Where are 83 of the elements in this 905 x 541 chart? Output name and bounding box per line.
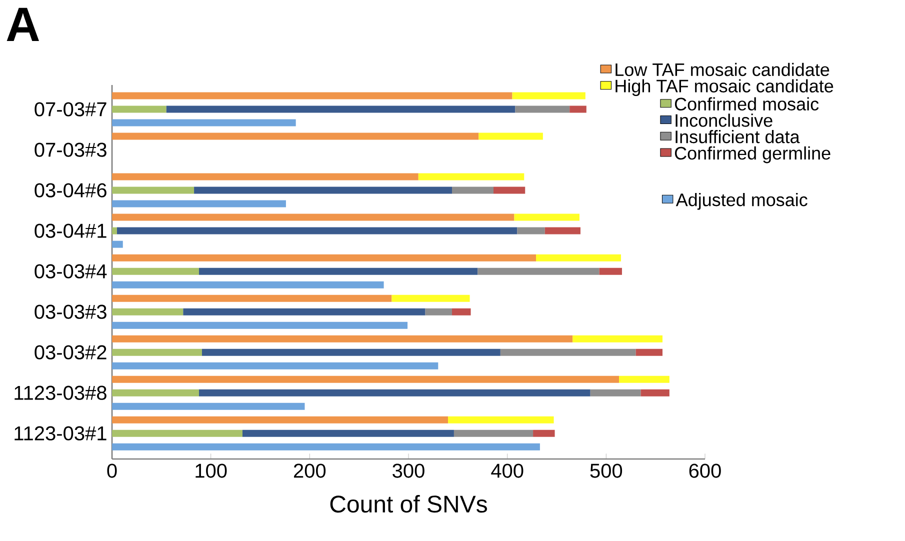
legend-label: High TAF mosaic candidate [616, 79, 834, 96]
bar [112, 254, 536, 262]
y-tick-label: 1123-03#8 [14, 386, 106, 400]
bar [392, 294, 470, 302]
bar [112, 443, 540, 450]
y-tick-label: 03-04#6 [34, 183, 106, 198]
bar [514, 214, 580, 221]
bar [478, 268, 600, 275]
legend-label: Confirmed mosaic [674, 97, 819, 110]
bar [112, 376, 620, 383]
bar [112, 92, 512, 100]
y-tick-label: 03-03#3 [34, 304, 106, 319]
x-tick-label: 300 [392, 464, 424, 478]
bar [512, 92, 586, 100]
x-tick-label: 0 [107, 464, 117, 478]
y-tick-label: 1123-03#1 [14, 426, 106, 440]
bar [242, 430, 454, 437]
bar [112, 268, 199, 275]
bar [570, 106, 586, 113]
bar [112, 132, 479, 140]
bar [112, 240, 123, 248]
x-tick-label: 100 [196, 464, 227, 478]
bar [166, 106, 516, 113]
bar [533, 430, 555, 437]
bar [454, 430, 534, 437]
legend-label: Insufficient data [676, 130, 800, 144]
bar [112, 416, 448, 424]
bar [500, 348, 636, 356]
bar [112, 322, 408, 329]
y-tick-label: 03-03#4 [34, 264, 107, 278]
bar [112, 335, 573, 342]
bar [452, 308, 471, 316]
y-tick-label: 07-03#7 [34, 102, 106, 116]
bar [112, 362, 438, 370]
x-tick-label: 200 [294, 464, 326, 478]
bar [116, 227, 518, 234]
bar [198, 389, 590, 396]
x-tick-label: 400 [491, 464, 524, 478]
x-tick-label: 500 [590, 464, 622, 478]
bar [599, 268, 622, 275]
bar [112, 119, 296, 126]
bar [112, 106, 166, 113]
y-tick-label: 03-04#1 [34, 224, 106, 238]
bar [112, 214, 514, 221]
bar [536, 254, 621, 262]
bar [517, 227, 545, 234]
bar [112, 186, 194, 194]
bar [452, 186, 494, 194]
x-axis-title: Count of SNVs [330, 495, 487, 513]
bar [478, 132, 543, 140]
bar [112, 430, 242, 437]
x-tick-label: 600 [689, 464, 721, 478]
bar [183, 308, 426, 316]
legend-label: Confirmed germline [674, 146, 830, 164]
bar [494, 186, 526, 194]
bar [418, 173, 524, 180]
bar [112, 308, 184, 316]
bar [640, 389, 670, 396]
bar [448, 416, 554, 424]
bar [112, 200, 286, 208]
bar [112, 348, 202, 356]
bar [572, 335, 662, 342]
y-tick-label: 03-03#2 [34, 345, 106, 360]
bar [112, 281, 384, 288]
bar [112, 402, 305, 410]
bar [425, 308, 452, 316]
bar [112, 389, 199, 396]
bar [202, 348, 500, 356]
bar [515, 106, 570, 113]
legend-label: Adjusted mosaic [676, 193, 808, 210]
chart-title: A [6, 8, 40, 41]
bar [194, 186, 452, 194]
y-tick-label: 07-03#3 [34, 142, 106, 157]
bar [636, 348, 662, 356]
legend-label: Inconclusive [676, 114, 772, 127]
bar [590, 389, 641, 396]
bar [544, 227, 580, 234]
bar [198, 268, 478, 275]
bar [619, 376, 670, 383]
bar [112, 294, 392, 302]
legend-label: Low TAF mosaic candidate [616, 62, 830, 76]
bar [112, 173, 418, 180]
bar [112, 227, 117, 234]
